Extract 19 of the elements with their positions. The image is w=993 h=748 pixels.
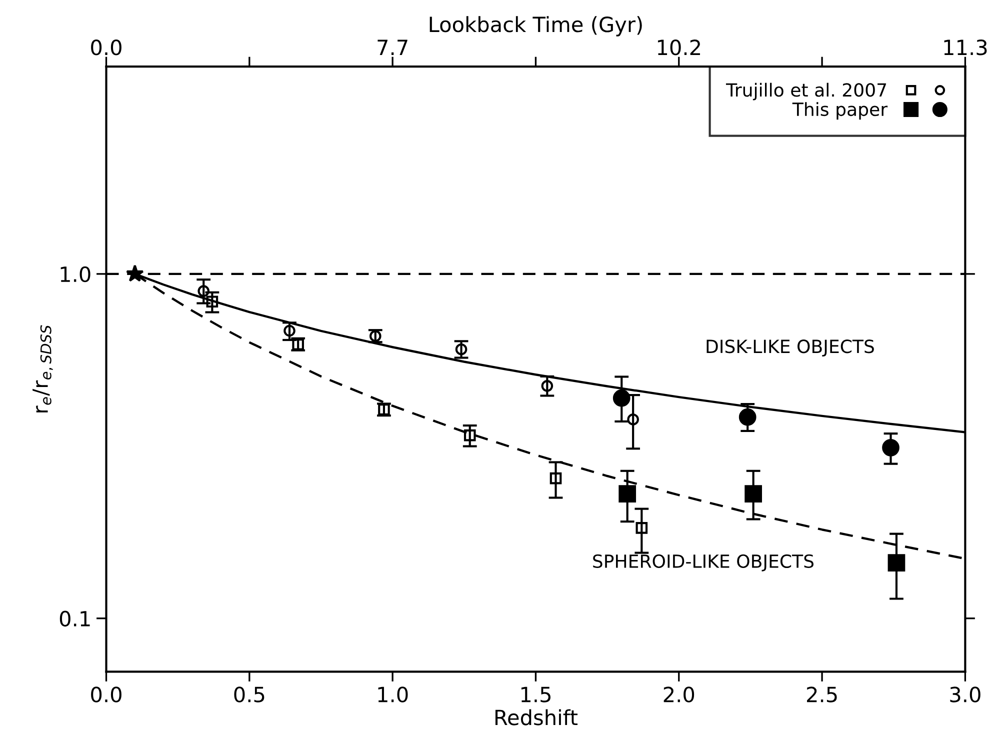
annotation: SPHEROID-LIKE OBJECTS [593, 554, 814, 572]
x-tick-label: 1.0 [378, 686, 408, 702]
x-tick-label: 2.0 [664, 686, 694, 702]
x-tick-label: 2.5 [807, 686, 837, 702]
x2-axis-title: Lookback Time (Gyr) [430, 16, 642, 36]
legend-label: This paper [792, 102, 888, 120]
y-axis-title: r$_{e}$/r$_{e,SDSS}$ [32, 325, 53, 412]
x-tick-label: 0.0 [91, 686, 122, 702]
x-tick-label: 0.5 [234, 686, 264, 702]
annotation: DISK-LIKE OBJECTS [706, 340, 874, 357]
x-tick-label: 1.5 [521, 686, 550, 702]
x-axis-title: Redshift [495, 709, 578, 726]
y-tick-label: 0.1 [60, 610, 90, 627]
legend-label: Trujillo et al. 2007 [726, 82, 886, 100]
x-tick-label: 3.0 [950, 686, 980, 702]
text: 10.2 [658, 40, 700, 56]
text: 0.0 [91, 40, 122, 56]
text: 7.7 [378, 40, 408, 55]
text: 11.3 [944, 40, 987, 56]
